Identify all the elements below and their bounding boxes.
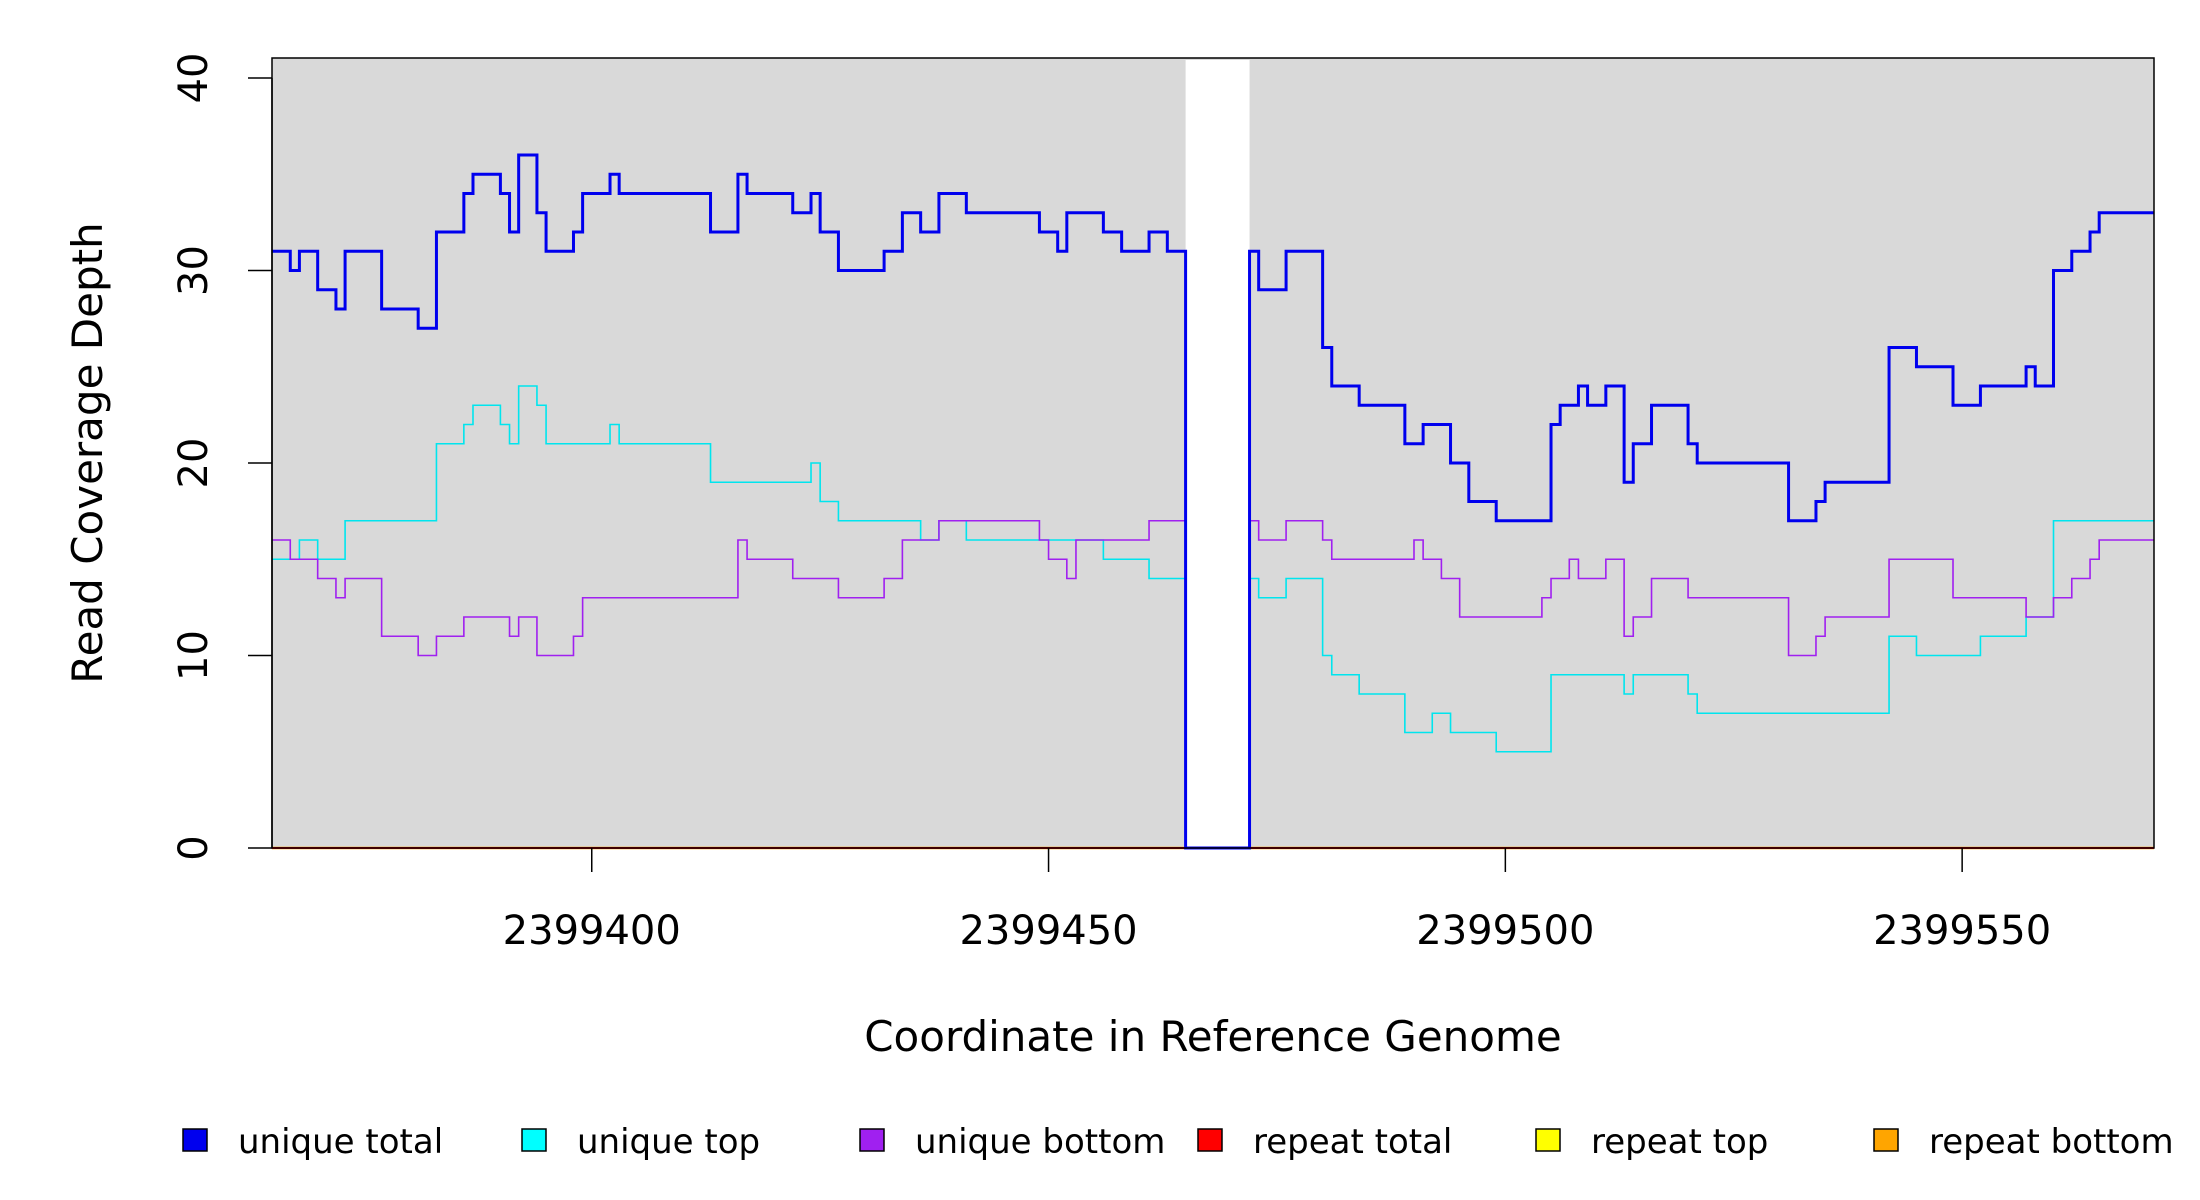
x-tick-label: 2399550 <box>1873 908 2051 954</box>
legend-swatch-unique-top <box>521 1128 547 1152</box>
legend-label: repeat bottom <box>1929 1122 2174 1162</box>
y-tick-label: 30 <box>171 245 217 296</box>
series-line-unique-top <box>272 385 2154 849</box>
y-tick-label: 0 <box>171 835 217 860</box>
legend-swatch-unique-bottom <box>859 1128 885 1152</box>
y-axis: 0 10 20 30 40 <box>171 53 273 861</box>
gap-region <box>1185 60 1250 848</box>
series-line-unique-total <box>272 153 2154 850</box>
y-tick-label: 20 <box>171 438 217 489</box>
series-line-unique-bottom <box>272 519 2154 849</box>
legend-swatch-repeat-top <box>1535 1128 1561 1152</box>
x-tick-label: 2399400 <box>503 908 681 954</box>
y-axis-title: Read Coverage Depth <box>63 222 112 683</box>
x-axis-title: Coordinate in Reference Genome <box>864 1012 1562 1061</box>
x-tick-label: 2399450 <box>959 908 1137 954</box>
legend-label: repeat total <box>1253 1122 1452 1162</box>
legend-label: unique bottom <box>915 1122 1165 1162</box>
x-tick-label: 2399500 <box>1416 908 1594 954</box>
legend-swatch-unique-total <box>182 1128 208 1152</box>
legend-swatch-repeat-bottom <box>1873 1128 1899 1152</box>
y-tick-label: 10 <box>171 630 217 681</box>
legend: unique total unique top unique bottom repea… <box>182 1122 2174 1162</box>
legend-swatch-repeat-total <box>1197 1128 1223 1152</box>
y-tick-label: 40 <box>171 53 217 104</box>
x-axis: 2399400 2399450 2399500 2399550 <box>503 848 2051 954</box>
legend-label: unique total <box>238 1122 443 1162</box>
legend-label: repeat top <box>1591 1122 1768 1162</box>
legend-label: unique top <box>577 1122 760 1162</box>
